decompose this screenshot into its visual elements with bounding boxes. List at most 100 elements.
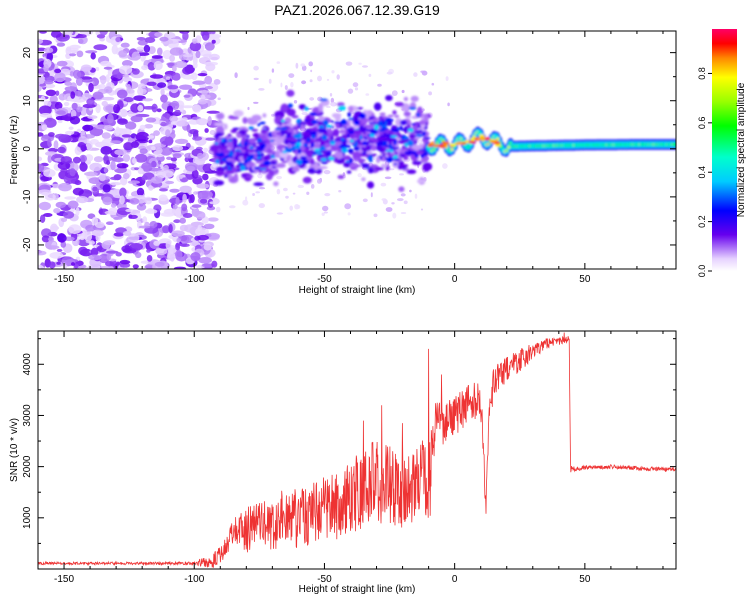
noise-blob — [189, 41, 202, 52]
signal-blob — [381, 156, 386, 162]
signal-blob — [254, 166, 260, 170]
noise-blob — [288, 73, 295, 78]
signal-blob — [372, 118, 377, 123]
noise-blob — [175, 243, 180, 251]
noise-blob — [64, 81, 72, 86]
signal-blob — [381, 152, 387, 156]
noise-blob — [158, 194, 168, 202]
noise-blob — [122, 74, 130, 78]
signal-halo — [416, 179, 426, 184]
signal-halo — [223, 123, 228, 130]
noise-blob — [43, 213, 53, 217]
signal-blob — [287, 143, 292, 149]
noise-blob — [420, 208, 424, 211]
noise-blob — [389, 168, 395, 171]
signal-blob — [346, 133, 350, 139]
noise-blob — [159, 36, 169, 42]
noise-blob — [43, 64, 49, 73]
noise-blob — [125, 208, 134, 213]
signal-blob — [357, 144, 364, 148]
noise-blob — [79, 162, 88, 172]
signal-blob — [338, 105, 346, 111]
signal-blob — [346, 170, 352, 174]
signal-blob — [231, 159, 236, 164]
noise-blob — [196, 118, 208, 126]
colorbar-tick-label: 0.8 — [697, 67, 707, 80]
signal-blob — [241, 135, 248, 138]
noise-blob — [69, 116, 81, 125]
signal-blob — [415, 134, 423, 138]
signal-halo — [233, 173, 239, 182]
noise-blob — [170, 254, 175, 262]
signal-halo — [380, 163, 388, 168]
noise-blob — [211, 39, 216, 44]
signal-halo — [292, 166, 300, 172]
signal-halo — [273, 181, 279, 187]
noise-blob — [399, 173, 404, 176]
noise-blob — [144, 196, 153, 205]
noise-blob — [192, 80, 206, 85]
signal-halo — [230, 129, 238, 134]
noise-blob — [208, 82, 219, 92]
signal-blob — [217, 148, 222, 154]
x-tick-label: -150 — [54, 574, 74, 585]
signal-blob — [304, 119, 310, 122]
noise-blob — [139, 148, 148, 155]
signal-blob — [349, 126, 355, 132]
signal-blob — [240, 165, 246, 171]
noise-blob — [173, 219, 181, 224]
noise-blob — [309, 97, 315, 101]
signal-blob — [265, 164, 269, 170]
noise-blob — [77, 142, 86, 148]
signal-blob — [297, 148, 302, 155]
signal-blob — [423, 137, 431, 140]
noise-blob — [182, 213, 193, 218]
snr-series-line — [38, 332, 676, 568]
signal-halo — [291, 115, 299, 119]
noise-blob — [85, 140, 93, 151]
signal-blob — [386, 156, 394, 163]
signal-blob — [335, 141, 341, 147]
noise-blob — [130, 103, 141, 113]
noise-blob — [400, 212, 407, 214]
noise-blob — [176, 238, 181, 243]
noise-blob — [198, 98, 208, 105]
noise-blob — [110, 203, 117, 208]
y-tick-label: -10 — [22, 189, 33, 204]
noise-blob — [48, 132, 55, 137]
noise-blob — [197, 73, 208, 77]
noise-blob — [188, 129, 199, 135]
signal-blob — [361, 163, 370, 169]
signal-blob — [406, 123, 411, 129]
signal-blob — [215, 159, 220, 164]
noise-blob — [54, 68, 62, 74]
noise-blob — [142, 106, 157, 110]
noise-blob — [172, 65, 177, 72]
noise-blob — [105, 261, 114, 267]
noise-blob — [300, 63, 306, 67]
noise-blob — [331, 70, 335, 74]
noise-blob — [72, 156, 81, 164]
signal-blob — [398, 151, 405, 154]
noise-blob — [400, 193, 406, 197]
noise-blob — [38, 163, 45, 173]
noise-blob — [101, 100, 108, 107]
noise-blob — [203, 243, 212, 251]
signal-blob — [353, 129, 361, 135]
noise-blob — [326, 105, 331, 109]
x-tick-label: -100 — [184, 574, 204, 585]
noise-blob — [107, 113, 114, 124]
noise-blob — [196, 183, 210, 189]
signal-blob — [341, 147, 348, 153]
ridge-peak — [479, 136, 486, 139]
signal-blob — [392, 155, 398, 160]
x-tick-label: 50 — [579, 274, 591, 285]
noise-blob — [205, 63, 216, 72]
signal-blob — [223, 166, 229, 170]
noise-blob — [101, 96, 115, 101]
noise-blob — [212, 162, 219, 168]
signal-halo — [318, 103, 324, 112]
noise-blob — [162, 170, 174, 178]
signal-halo — [213, 122, 225, 127]
